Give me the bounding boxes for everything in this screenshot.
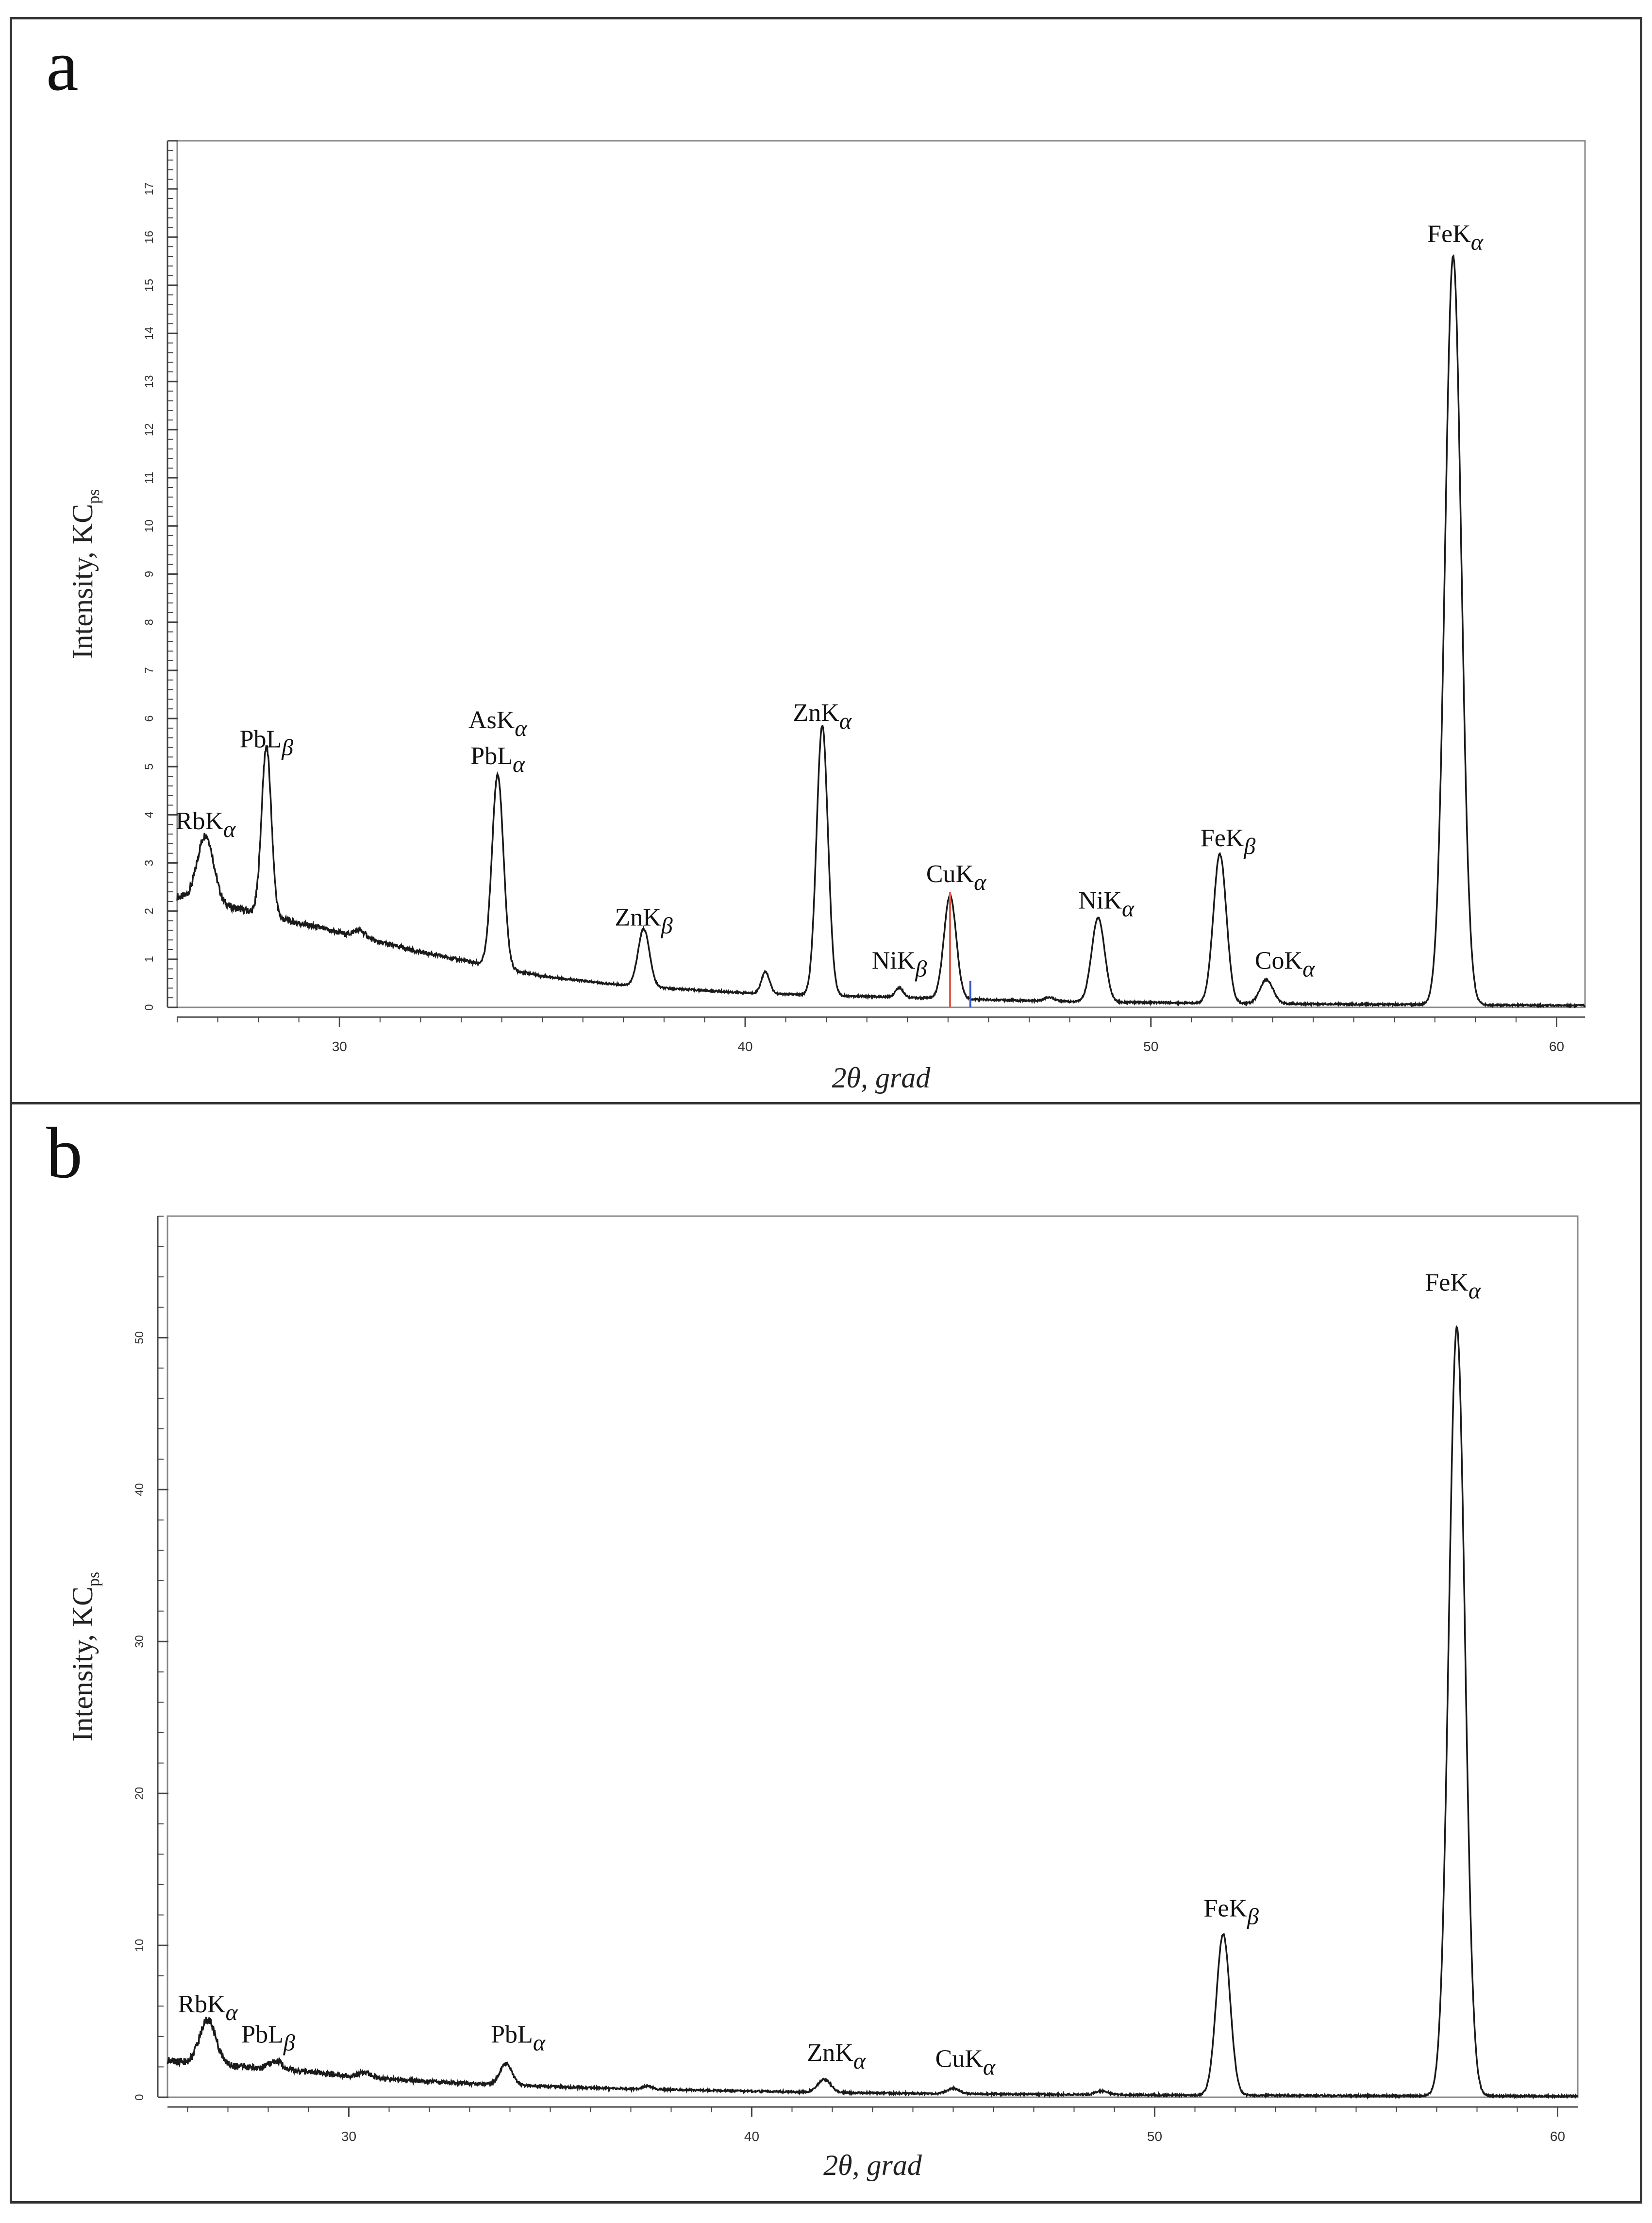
y-tick-label: 6 xyxy=(143,715,156,721)
y-tick-label: 16 xyxy=(143,231,156,244)
y-tick-label: 12 xyxy=(143,423,156,436)
y-tick-label: 10 xyxy=(133,1939,146,1952)
peak-label: NiKβ xyxy=(872,947,927,982)
y-tick-label: 9 xyxy=(143,571,156,577)
y-axis-label: Intensity, KCps xyxy=(67,489,103,659)
x-tick-label: 50 xyxy=(1147,2129,1162,2144)
chart-b: 30 40 50 60 0 10 20 30 40 50 2θ, grad Intensity, KC… xyxy=(67,1215,1579,2181)
x-axis-label: 2θ, grad xyxy=(832,1062,931,1094)
peak-label: CuKα xyxy=(926,860,986,895)
spectrum-trace xyxy=(176,254,1586,1009)
y-tick-label: 5 xyxy=(143,763,156,769)
x-tick-label: 30 xyxy=(341,2129,356,2144)
y-tick-label: 50 xyxy=(133,1331,146,1344)
x-tick-label: 40 xyxy=(744,2129,759,2144)
peak-label: RbKα xyxy=(178,1990,238,2025)
panel-a: a 30 40 50 60 0 1 2 3 4 5 6 7 8 9 10 11 12 13 14 15 16 17 2θ, … xyxy=(10,17,1642,1104)
y-tick-label: 14 xyxy=(143,327,156,340)
y-tick-label: 4 xyxy=(143,812,156,818)
peak-label: NiKα xyxy=(1078,887,1135,922)
panel-letter-a: a xyxy=(46,25,79,106)
peak-label: PbLα xyxy=(470,742,525,777)
y-tick-label: 11 xyxy=(143,472,156,484)
plot-frame xyxy=(167,1215,1579,2098)
peak-label: CuKα xyxy=(935,2045,996,2080)
x-tick-label: 50 xyxy=(1143,1039,1158,1054)
y-tick-label: 40 xyxy=(133,1483,146,1496)
x-tick-label: 60 xyxy=(1550,2129,1565,2144)
y-tick-label: 15 xyxy=(143,279,156,292)
peak-label: FeKα xyxy=(1427,220,1484,255)
y-tick-label: 2 xyxy=(143,908,156,914)
peak-label: FeKα xyxy=(1425,1269,1481,1304)
y-tick-label: 20 xyxy=(133,1787,146,1800)
y-tick-label: 7 xyxy=(143,667,156,673)
y-tick-label: 13 xyxy=(143,375,156,388)
plot-frame xyxy=(176,140,1586,1008)
peak-label: PbLβ xyxy=(241,2021,295,2056)
y-tick-label: 1 xyxy=(143,956,156,962)
peak-label: ZnKβ xyxy=(615,903,672,938)
peak-label: ZnKα xyxy=(793,699,852,734)
panel-letter-b: b xyxy=(46,1113,83,1193)
y-tick-label: 17 xyxy=(143,183,156,196)
y-tick-label: 30 xyxy=(133,1635,146,1648)
peak-label: AsKα xyxy=(468,706,527,741)
peak-label: ZnKα xyxy=(807,2039,866,2074)
peak-label: PbLβ xyxy=(240,726,294,761)
panel-b: b 30 40 50 60 0 10 20 30 40 50 2θ, grad Intensity, … xyxy=(10,1102,1642,2204)
y-tick-label: 8 xyxy=(143,619,156,625)
x-tick-label: 30 xyxy=(332,1039,347,1054)
peak-label: PbLα xyxy=(491,2021,546,2056)
y-tick-label: 0 xyxy=(133,2094,146,2100)
x-axis-label: 2θ, grad xyxy=(823,2149,922,2181)
peak-label: RbKα xyxy=(176,807,236,842)
y-tick-label: 10 xyxy=(143,519,156,533)
y-axis-label: Intensity, KCps xyxy=(67,1572,103,1742)
y-tick-label: 3 xyxy=(143,860,156,866)
x-tick-label: 60 xyxy=(1549,1039,1564,1054)
peak-label: FeKβ xyxy=(1201,824,1256,859)
peak-label: CoKα xyxy=(1255,947,1315,982)
spectrum-trace xyxy=(167,1324,1579,2100)
x-tick-label: 40 xyxy=(737,1039,752,1054)
y-tick-label: 0 xyxy=(143,1004,156,1010)
peak-label: FeKβ xyxy=(1203,1895,1259,1930)
